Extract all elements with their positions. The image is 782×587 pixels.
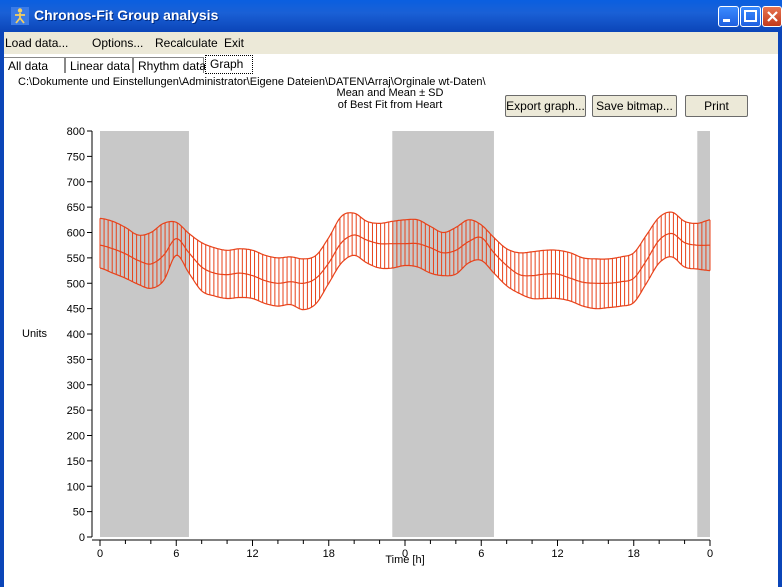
menu-exit[interactable]: Exit <box>224 36 245 50</box>
y-tick-label: 200 <box>67 431 85 443</box>
window-title: Chronos-Fit Group analysis <box>34 7 219 23</box>
tab-all-data[interactable]: All data <box>3 57 65 73</box>
x-tick-label: 0 <box>97 548 103 560</box>
dark-period <box>392 131 494 537</box>
chart-title-line1: Mean and Mean ± SD <box>336 87 444 99</box>
mean-line <box>99 232 710 285</box>
y-tick-label: 450 <box>67 304 85 316</box>
y-tick-label: 800 <box>67 126 85 138</box>
tab-bar: All data Linear data Rhythm data Graph <box>0 54 782 77</box>
x-tick-label: 0 <box>707 548 713 560</box>
data-path: C:\Dokumente und Einstellungen\Administr… <box>18 76 486 88</box>
x-tick-label: 18 <box>628 548 640 560</box>
window-left-border <box>0 32 4 587</box>
window-right-border <box>778 32 782 587</box>
lower-sd-line <box>99 254 711 311</box>
x-tick-label: 0 <box>402 548 408 560</box>
y-tick-label: 150 <box>67 456 85 468</box>
y-tick-label: 550 <box>67 253 85 265</box>
y-tick-label: 700 <box>67 177 85 189</box>
app-icon <box>11 7 29 25</box>
tab-graph[interactable]: Graph <box>205 55 253 74</box>
y-tick-label: 750 <box>67 151 85 163</box>
y-tick-label: 250 <box>67 405 85 417</box>
maximize-icon <box>744 10 757 22</box>
maximize-button[interactable] <box>740 6 761 27</box>
y-axis-label: Units <box>22 328 48 340</box>
y-tick-label: 400 <box>67 329 85 341</box>
x-tick-label: 12 <box>551 548 563 560</box>
title-bar[interactable]: Chronos-Fit Group analysis <box>0 0 782 32</box>
dark-period <box>100 131 189 537</box>
minimize-icon <box>723 19 730 22</box>
close-icon <box>767 11 778 22</box>
y-tick-label: 50 <box>73 507 85 519</box>
menu-recalculate[interactable]: Recalculate <box>155 36 218 50</box>
x-axis-label: Time [h] <box>385 554 424 566</box>
y-tick-label: 600 <box>67 228 85 240</box>
y-tick-label: 650 <box>67 202 85 214</box>
save-bitmap-button[interactable]: Save bitmap... <box>592 95 677 117</box>
print-button[interactable]: Print <box>685 95 748 117</box>
export-graph-button[interactable]: Export graph... <box>505 95 586 117</box>
x-tick-label: 6 <box>173 548 179 560</box>
y-tick-label: 300 <box>67 380 85 392</box>
x-tick-label: 18 <box>323 548 335 560</box>
y-tick-label: 100 <box>67 481 85 493</box>
y-tick-label: 0 <box>79 532 85 544</box>
close-button[interactable] <box>762 6 782 27</box>
menu-bar: Load data... Options... Recalculate Exit <box>0 32 782 54</box>
tab-linear-data[interactable]: Linear data <box>65 57 133 73</box>
dark-period <box>697 131 710 537</box>
x-tick-label: 6 <box>478 548 484 560</box>
minimize-button[interactable] <box>718 6 739 27</box>
y-tick-label: 500 <box>67 278 85 290</box>
menu-options[interactable]: Options... <box>92 36 144 50</box>
x-tick-label: 12 <box>246 548 258 560</box>
y-tick-label: 350 <box>67 354 85 366</box>
upper-sd-line <box>99 211 711 260</box>
menu-load-data[interactable]: Load data... <box>5 36 69 50</box>
tab-rhythm-data[interactable]: Rhythm data <box>133 57 206 73</box>
chart-title-line2: of Best Fit from Heart <box>337 99 443 111</box>
